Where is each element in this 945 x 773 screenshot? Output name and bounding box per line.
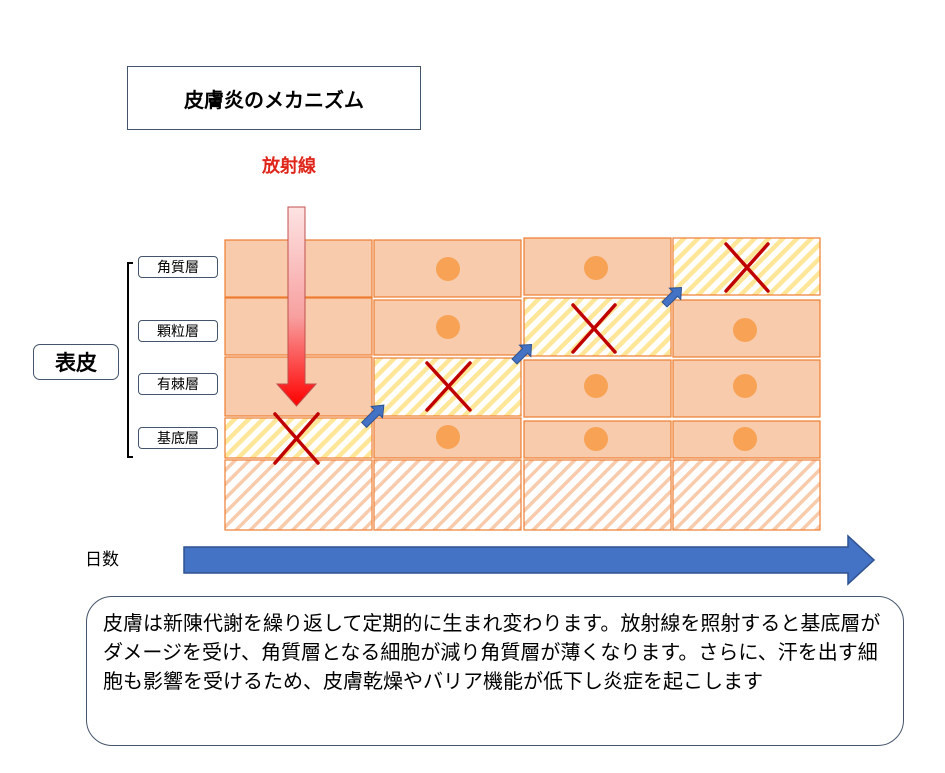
epidermis-label: 表皮 (33, 344, 119, 380)
nucleus (584, 256, 608, 280)
radiation-arrow-icon (275, 206, 318, 407)
description-box: 皮膚は新陳代謝を繰り返して定期的に生まれ変わります。放射線を照射すると基底層がダ… (86, 596, 904, 746)
cross-icon (425, 361, 472, 412)
nucleus (584, 427, 608, 451)
nucleus (733, 374, 757, 398)
radiation-label: 放射線 (262, 156, 316, 177)
nucleus (436, 425, 460, 449)
dermis-col3 (523, 459, 672, 531)
cross-icon (571, 303, 617, 354)
nucleus (436, 315, 460, 339)
nucleus (436, 257, 460, 281)
nucleus (733, 427, 757, 451)
progress-arrow-icon (661, 286, 683, 308)
epidermis-bracket (127, 262, 133, 458)
layer-label-stratum-basale: 基底層 (138, 427, 218, 449)
diagram-title: 皮膚炎のメカニズム (127, 66, 421, 130)
dermis-col1 (224, 459, 373, 531)
layer-label-stratum-corneum: 角質層 (138, 256, 218, 278)
layer-label-stratum-spinosum: 有棘層 (138, 373, 218, 395)
cross-icon (724, 242, 770, 293)
nucleus (584, 374, 608, 398)
dermis-col4 (672, 459, 821, 531)
dermis-col2 (373, 459, 522, 531)
progress-arrow-icon (511, 343, 533, 365)
progress-arrow-icon (360, 404, 385, 429)
days-axis-label: 日数 (85, 550, 119, 570)
cross-icon (273, 412, 320, 465)
cell-col4-granulosum (672, 299, 821, 358)
nucleus (733, 318, 757, 342)
layer-label-stratum-granulosum: 顆粒層 (138, 320, 218, 342)
days-timeline-arrow-icon (183, 534, 876, 586)
